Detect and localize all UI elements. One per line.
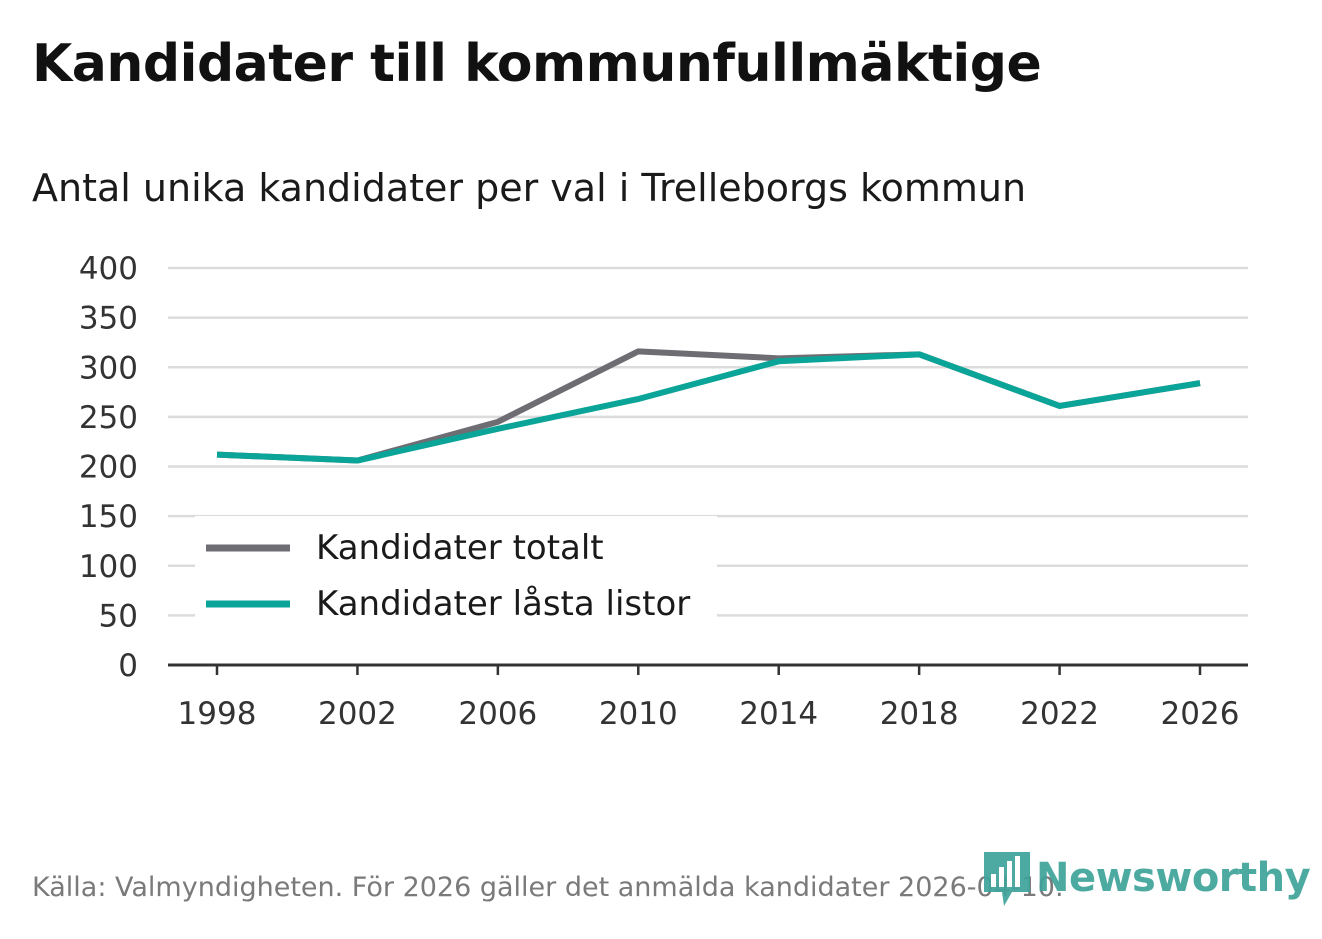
- legend-label: Kandidater totalt: [316, 528, 604, 568]
- y-tick-label: 300: [79, 350, 138, 386]
- chart-subtitle: Antal unika kandidater per val i Trelleb…: [32, 166, 1027, 210]
- series-lines: [216, 348, 1201, 464]
- chart-title: Kandidater till kommunfullmäktige: [32, 34, 1042, 94]
- x-tick-label: 1998: [178, 696, 257, 732]
- x-tick-label: 2010: [599, 696, 678, 732]
- x-tick-label: 2002: [318, 696, 397, 732]
- legend: Kandidater totalt Kandidater låsta listor: [195, 516, 717, 624]
- y-tick-label: 400: [79, 251, 138, 287]
- x-tick-label: 2018: [880, 696, 959, 732]
- x-tick-label: 2026: [1161, 696, 1240, 732]
- newsworthy-bar-chart-icon: [984, 852, 1030, 906]
- newsworthy-logo: Newsworthy: [982, 848, 1311, 908]
- legend-label: Kandidater låsta listor: [316, 584, 690, 624]
- y-tick-label: 0: [118, 648, 138, 684]
- y-tick-label: 200: [79, 450, 138, 486]
- source-note: Källa: Valmyndigheten. För 2026 gäller d…: [32, 872, 1064, 903]
- y-tick-label: 50: [99, 598, 138, 634]
- y-tick-label: 100: [79, 549, 138, 585]
- newsworthy-wordmark: Newsworthy: [1036, 855, 1311, 901]
- series-line-kandidater-lasta-listor: [216, 351, 1201, 464]
- y-tick-label: 150: [79, 499, 138, 535]
- x-tick-label: 2014: [739, 696, 818, 732]
- x-tick-label: 2022: [1020, 696, 1099, 732]
- x-tick-label: 2006: [458, 696, 537, 732]
- y-tick-label: 250: [79, 400, 138, 436]
- x-axis: 1998 2002 2006 2010 2014 2018 2022 2026: [168, 663, 1248, 732]
- y-tick-label: 350: [79, 301, 138, 337]
- y-axis: 0 50 100 150 200 250 300 350 400: [79, 251, 138, 684]
